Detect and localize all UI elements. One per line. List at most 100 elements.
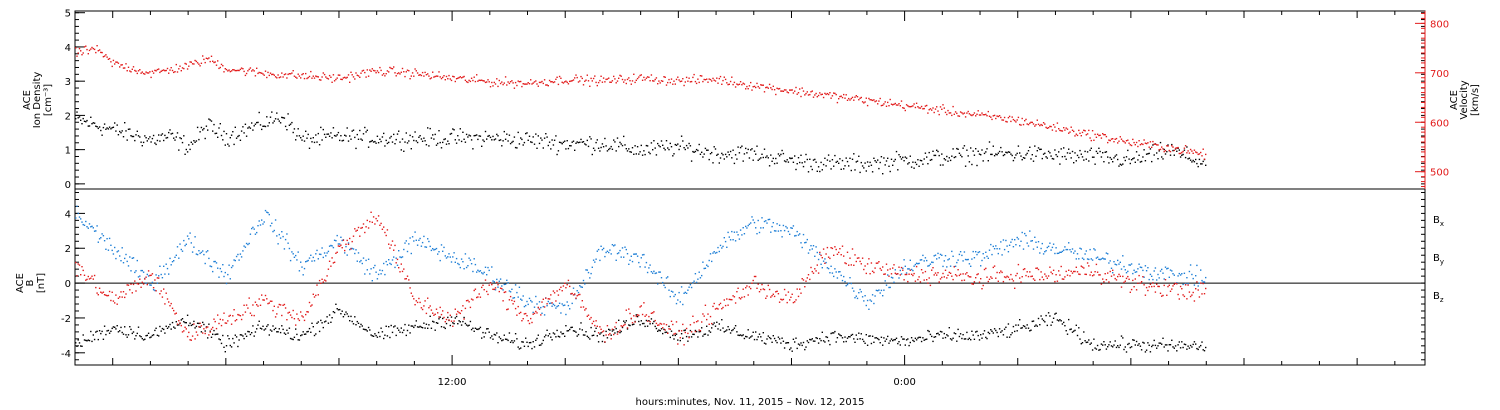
data-point xyxy=(636,255,639,257)
data-point xyxy=(1125,277,1128,280)
data-point xyxy=(1103,281,1105,283)
data-point xyxy=(1011,278,1013,280)
data-point xyxy=(1094,347,1096,349)
data-point xyxy=(213,329,215,332)
data-point xyxy=(689,324,692,326)
data-point xyxy=(698,331,700,333)
data-point xyxy=(228,69,230,71)
data-point xyxy=(1098,147,1100,149)
data-point xyxy=(571,292,573,295)
data-point xyxy=(817,258,820,261)
data-point xyxy=(276,112,278,114)
data-point xyxy=(1099,274,1101,276)
data-point xyxy=(416,301,419,304)
data-point xyxy=(1079,273,1081,276)
data-point xyxy=(464,307,467,310)
data-point xyxy=(394,72,396,74)
data-point xyxy=(140,286,142,288)
data-point xyxy=(470,328,473,331)
data-point xyxy=(693,151,695,153)
data-point xyxy=(620,256,622,258)
data-point xyxy=(371,139,373,142)
data-point xyxy=(926,259,928,262)
data-point xyxy=(264,209,267,212)
data-point xyxy=(929,159,932,161)
data-point xyxy=(393,249,395,251)
data-point xyxy=(1167,144,1169,146)
data-point xyxy=(631,260,634,263)
data-point xyxy=(183,135,185,137)
data-point xyxy=(437,75,439,77)
data-point xyxy=(315,294,317,297)
data-point xyxy=(1049,125,1051,128)
data-point xyxy=(121,64,123,66)
data-point xyxy=(794,155,796,157)
data-point xyxy=(405,240,407,242)
data-point xyxy=(376,336,379,338)
data-point xyxy=(971,114,973,117)
data-point xyxy=(963,251,966,253)
data-point xyxy=(859,338,861,340)
data-point xyxy=(762,288,764,290)
data-point xyxy=(824,341,826,343)
data-point xyxy=(289,259,292,262)
data-point xyxy=(235,319,238,321)
data-point xyxy=(541,139,543,141)
data-point xyxy=(473,289,475,292)
data-point xyxy=(943,107,945,109)
data-point xyxy=(450,132,453,135)
data-point xyxy=(882,295,884,297)
data-point xyxy=(238,339,240,341)
data-point xyxy=(579,141,581,143)
data-point xyxy=(909,269,911,271)
data-point xyxy=(266,116,268,118)
data-point xyxy=(1075,266,1077,268)
data-point xyxy=(1110,275,1113,277)
data-point xyxy=(1118,165,1120,167)
data-point xyxy=(650,74,653,76)
data-point xyxy=(961,254,963,257)
data-point xyxy=(695,281,698,284)
data-point xyxy=(472,270,474,273)
data-point xyxy=(683,147,685,149)
data-point xyxy=(591,334,593,337)
data-point xyxy=(854,254,856,256)
data-point xyxy=(742,334,744,336)
data-point xyxy=(1181,154,1183,156)
data-point xyxy=(311,304,313,306)
data-point xyxy=(170,302,172,305)
data-point xyxy=(914,161,917,164)
data-point xyxy=(254,75,257,77)
data-point xyxy=(411,295,414,297)
data-point xyxy=(341,239,343,242)
data-point xyxy=(520,137,522,139)
data-point xyxy=(630,255,632,257)
data-point xyxy=(248,297,250,299)
data-point xyxy=(1119,163,1121,165)
data-point xyxy=(512,297,514,299)
data-point xyxy=(948,157,950,159)
data-point xyxy=(531,347,533,350)
data-point xyxy=(944,255,947,257)
data-point xyxy=(135,70,137,72)
data-point xyxy=(765,86,767,89)
data-point xyxy=(469,320,472,323)
data-point xyxy=(1108,162,1110,164)
data-point xyxy=(584,80,586,82)
data-point xyxy=(375,271,377,273)
data-point xyxy=(1179,274,1182,276)
data-point xyxy=(540,137,542,139)
data-point xyxy=(692,76,694,79)
data-point xyxy=(381,74,384,76)
data-point xyxy=(933,336,935,338)
data-point xyxy=(780,298,782,300)
data-point xyxy=(1167,350,1169,352)
data-point xyxy=(1140,266,1143,269)
data-point xyxy=(489,282,492,284)
data-point xyxy=(1035,324,1037,326)
data-point xyxy=(477,328,479,331)
data-point xyxy=(332,74,335,76)
data-point xyxy=(1020,155,1022,157)
data-point xyxy=(333,239,336,241)
data-point xyxy=(444,79,446,81)
